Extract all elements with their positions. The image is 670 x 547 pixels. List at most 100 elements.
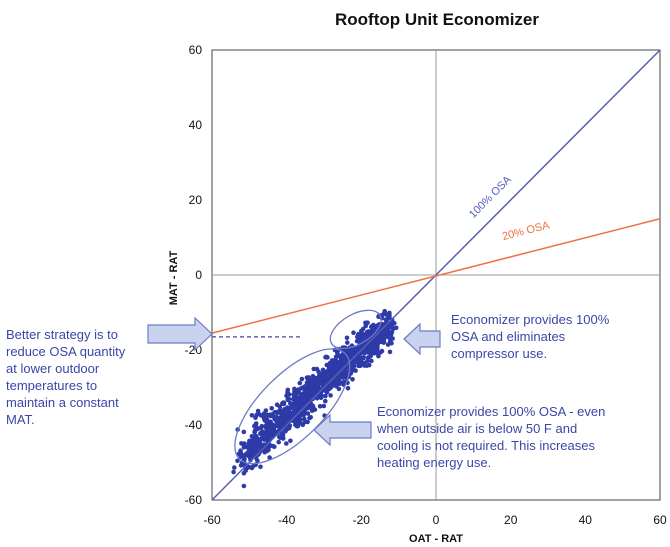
scatter-point: [261, 411, 267, 417]
scatter-point: [350, 377, 355, 382]
scatter-point: [365, 358, 370, 364]
scatter-point: [253, 421, 259, 426]
scatter-point: [315, 375, 320, 381]
y-tick-label: -40: [185, 418, 203, 432]
scatter-point: [299, 376, 305, 382]
y-tick-label: -60: [185, 493, 203, 507]
scatter-point: [362, 363, 368, 368]
scatter-point: [359, 328, 364, 334]
scatter-point: [368, 353, 373, 359]
scatter-point: [266, 444, 272, 450]
scatter-point: [279, 408, 284, 414]
annotation-upper: Economizer provides 100% OSA and elimina…: [403, 312, 610, 361]
scatter-point: [258, 437, 263, 443]
x-tick-label: 0: [433, 513, 440, 527]
scatter-point: [242, 456, 247, 462]
annotation-left-text: Better strategy is to reduce OSA quantit…: [6, 327, 129, 427]
annotation-line: OSA and eliminates: [451, 329, 566, 344]
y-tick-labels: 60 40 20 0 -20 -40 -60: [185, 43, 203, 507]
scatter-point: [380, 312, 385, 318]
scatter-point: [350, 348, 355, 353]
y-axis-label: MAT - RAT: [168, 250, 180, 305]
scatter-point: [246, 440, 252, 446]
scatter-point: [321, 382, 327, 387]
scatter-point: [385, 315, 391, 321]
scatter-point: [308, 415, 314, 420]
scatter-point: [263, 424, 269, 430]
scatter-point: [231, 469, 236, 475]
scatter-point: [381, 329, 386, 334]
scatter-point: [376, 353, 381, 359]
annotation-left: Better strategy is to reduce OSA quantit…: [6, 316, 213, 427]
scatter-point: [380, 339, 385, 344]
scatter-point: [244, 452, 250, 458]
x-tick-label: -40: [278, 513, 296, 527]
scatter-point: [371, 347, 377, 352]
scatter-point: [360, 334, 365, 339]
annotation-line: Better strategy is to: [6, 327, 118, 342]
x-tick-label: -60: [203, 513, 221, 527]
scatter-point: [323, 398, 328, 404]
scatter-point: [286, 396, 292, 402]
scatter-point: [256, 452, 261, 457]
scatter-point: [275, 415, 280, 420]
y-tick-label: 20: [189, 193, 203, 207]
scatter-point: [311, 366, 317, 372]
scatter-point: [336, 374, 342, 380]
scatter-point: [241, 445, 247, 450]
scatter-point: [251, 447, 257, 452]
y-tick-label: 40: [189, 118, 203, 132]
scatter-point: [267, 455, 272, 460]
scatter-point: [256, 411, 262, 417]
x-tick-label: 60: [653, 513, 667, 527]
annotation-line: maintain a constant: [6, 395, 119, 410]
scatter-point: [314, 366, 320, 372]
scatter-point: [341, 379, 347, 385]
scatter-point: [343, 357, 349, 363]
scatter-point: [359, 356, 364, 362]
scatter-point: [363, 320, 368, 326]
scatter-point: [323, 369, 328, 375]
scatter-point: [328, 385, 334, 390]
scatter-point: [288, 438, 293, 444]
scatter-point: [242, 441, 247, 446]
scatter-point: [317, 404, 323, 409]
scatter-point: [304, 388, 310, 394]
scatter-point: [349, 352, 355, 358]
scatter-point: [292, 389, 297, 394]
scatter-point: [262, 430, 267, 435]
scatter-point: [369, 324, 374, 330]
scatter-point: [273, 429, 279, 435]
scatter-point: [285, 410, 290, 415]
scatter-point: [340, 371, 346, 376]
scatter-point: [345, 340, 350, 345]
scatter-point: [323, 393, 328, 399]
y-tick-label: 60: [189, 43, 203, 57]
scatter-point: [258, 425, 264, 431]
scatter-point: [369, 329, 374, 334]
x-tick-label: 40: [579, 513, 593, 527]
scatter-point: [238, 448, 243, 454]
scatter-point: [362, 350, 368, 356]
ellipse-upper: [329, 309, 382, 350]
scatter-point: [250, 440, 256, 445]
scatter-point: [354, 338, 360, 344]
arrow-left-icon: [313, 413, 372, 447]
scatter-point: [258, 431, 263, 437]
annotation-lower: Economizer provides 100% OSA - even when…: [313, 404, 605, 470]
scatter-point: [314, 396, 320, 401]
scatter-point: [285, 415, 290, 421]
scatter-point: [332, 367, 337, 373]
scatter-point: [273, 409, 278, 415]
scatter-point: [304, 375, 310, 381]
annotation-line: MAT.: [6, 412, 35, 427]
scatter-point: [336, 386, 342, 392]
annotation-line: reduce OSA quantity: [6, 344, 126, 359]
annotation-line: cooling is not required. This increases: [377, 438, 595, 453]
scatter-point: [344, 335, 350, 341]
scatter-point: [296, 403, 301, 408]
scatter-point: [366, 362, 372, 368]
scatter-point: [268, 413, 274, 419]
scatter-point: [241, 470, 247, 476]
annotation-line: at lower outdoor: [6, 361, 100, 376]
